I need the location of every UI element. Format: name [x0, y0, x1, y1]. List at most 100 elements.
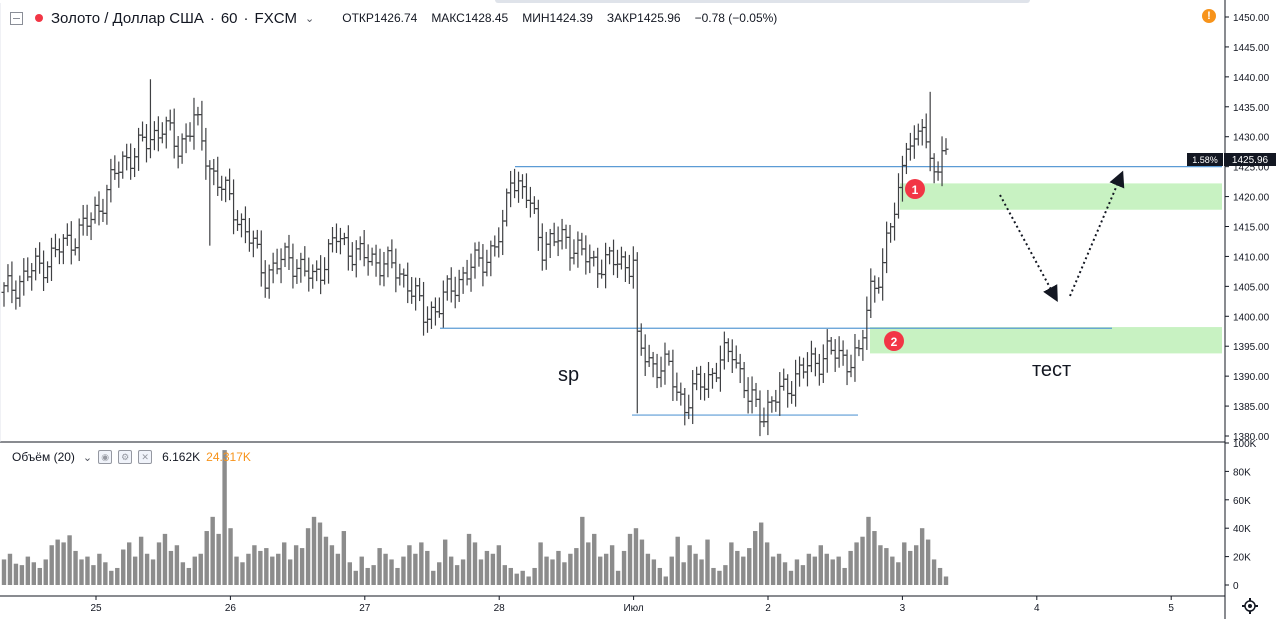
volume-bar — [282, 542, 287, 585]
ohlc-bar — [195, 106, 201, 126]
ohlc-bar — [13, 280, 19, 310]
ohlc-bar — [5, 264, 11, 293]
volume-bar — [1, 559, 7, 585]
time-tick-label: 3 — [900, 603, 906, 614]
ohlc-bar — [903, 142, 909, 175]
close-icon[interactable]: ✕ — [138, 450, 153, 464]
ohlc-bar — [923, 113, 929, 149]
volume-bar — [454, 565, 460, 585]
volume-bar — [448, 556, 454, 585]
eye-icon[interactable]: ◉ — [98, 450, 113, 464]
volume-bar — [204, 531, 209, 585]
ohlc-bar — [884, 221, 890, 274]
ohlc-bar — [294, 259, 300, 284]
ohlc-bar — [140, 121, 146, 142]
ohlc-bar — [377, 248, 383, 286]
volume-bar — [687, 545, 692, 585]
volume-bar — [729, 542, 734, 585]
volume-bar — [919, 528, 925, 585]
ohlc-bar — [92, 196, 98, 224]
ohlc-bar — [654, 353, 660, 389]
ohlc-bar — [824, 329, 830, 373]
ohlc-bar — [246, 218, 252, 252]
volume-bar — [7, 553, 13, 585]
volume-bar — [705, 539, 710, 585]
volume-label[interactable]: Объём (20) — [12, 450, 75, 464]
ohlc-bar — [587, 244, 593, 274]
ohlc-bar — [801, 357, 807, 379]
price-tick-label: 1435.00 — [1233, 103, 1270, 114]
settings-icon[interactable]: ⚙ — [118, 450, 133, 464]
time-tick-label: 2 — [765, 603, 771, 614]
ohlc-bar — [456, 269, 462, 302]
symbol-name[interactable]: Золото / Доллар США — [51, 9, 204, 27]
volume-bar — [872, 531, 877, 585]
time-tick-label: Июл — [623, 603, 643, 614]
ohlc-bar — [29, 263, 35, 291]
volume-tick-label: 0 — [1233, 581, 1239, 592]
volume-bar — [598, 556, 603, 585]
gear-icon[interactable] — [1242, 598, 1258, 614]
exchange[interactable]: FXCM — [254, 9, 298, 27]
interval[interactable]: 60 — [220, 9, 238, 27]
volume-bar — [186, 567, 192, 585]
marker-1: 1 — [905, 179, 925, 199]
volume-bar — [359, 556, 364, 585]
price-axis: 1450.00 1445.00 1440.00 1435.00 1430.00 1425.… — [1225, 13, 1270, 443]
volume-bar — [121, 549, 126, 585]
volume-bar — [168, 550, 174, 585]
volume-bar — [329, 545, 335, 585]
volume-bar — [896, 562, 901, 585]
volume-bar — [258, 550, 263, 585]
volume-bar — [299, 548, 305, 585]
ohlc-bar — [682, 387, 688, 426]
ohlc-bar — [203, 127, 209, 180]
volume-header: Объём (20) ⌄ ◉ ⚙ ✕ 6.162K 24.317K — [12, 450, 251, 464]
volume-bar — [824, 553, 829, 585]
chevron-down-icon[interactable]: ⌄ — [82, 451, 93, 464]
ohlc-bar — [262, 260, 268, 298]
chevron-down-icon[interactable]: ⌄ — [305, 12, 315, 25]
volume-bar — [192, 556, 197, 585]
volume-bar — [389, 559, 394, 585]
volume-bar — [109, 570, 114, 585]
volume-tick-label: 80K — [1233, 467, 1251, 478]
ohlc-bar — [706, 362, 712, 398]
ohlc-bar — [413, 277, 419, 311]
warning-icon[interactable]: ! — [1202, 9, 1216, 23]
volume-bar — [717, 570, 722, 585]
volume-bar — [43, 559, 48, 585]
volume-bar — [848, 550, 853, 585]
top-drag-handle[interactable] — [495, 0, 1030, 3]
ohlc-bar — [607, 246, 613, 265]
ohlc-bar — [749, 376, 755, 414]
price-tick-label: 1390.00 — [1233, 372, 1270, 383]
ohlc-bar — [143, 124, 149, 163]
price-tick-label: 1440.00 — [1233, 73, 1270, 84]
volume-bar — [931, 559, 937, 585]
ohlc-bar — [128, 143, 134, 180]
ohlc-bar — [927, 91, 933, 172]
volume-bar — [764, 542, 770, 585]
volume-bar — [365, 567, 370, 585]
ohlc-bar — [646, 344, 652, 367]
volume-bar — [31, 562, 37, 585]
ohlc-bar — [666, 350, 672, 366]
ohlc-bar — [215, 156, 221, 196]
volume-bars — [1, 450, 949, 585]
volume-bar — [264, 548, 269, 585]
volume-bar — [490, 553, 496, 585]
ohlc-bar — [155, 116, 161, 152]
time-tick-label: 27 — [359, 603, 371, 614]
volume-value: 6.162K — [162, 450, 201, 464]
separator: · — [209, 9, 215, 27]
volume-bar — [466, 533, 472, 585]
volume-bar — [913, 545, 919, 585]
volume-bar — [520, 570, 525, 585]
collapse-icon[interactable] — [10, 11, 23, 25]
volume-bar — [621, 550, 627, 585]
ohlc-bar — [761, 407, 767, 428]
ohlc-bar — [235, 210, 241, 231]
volume-bar — [502, 565, 508, 585]
